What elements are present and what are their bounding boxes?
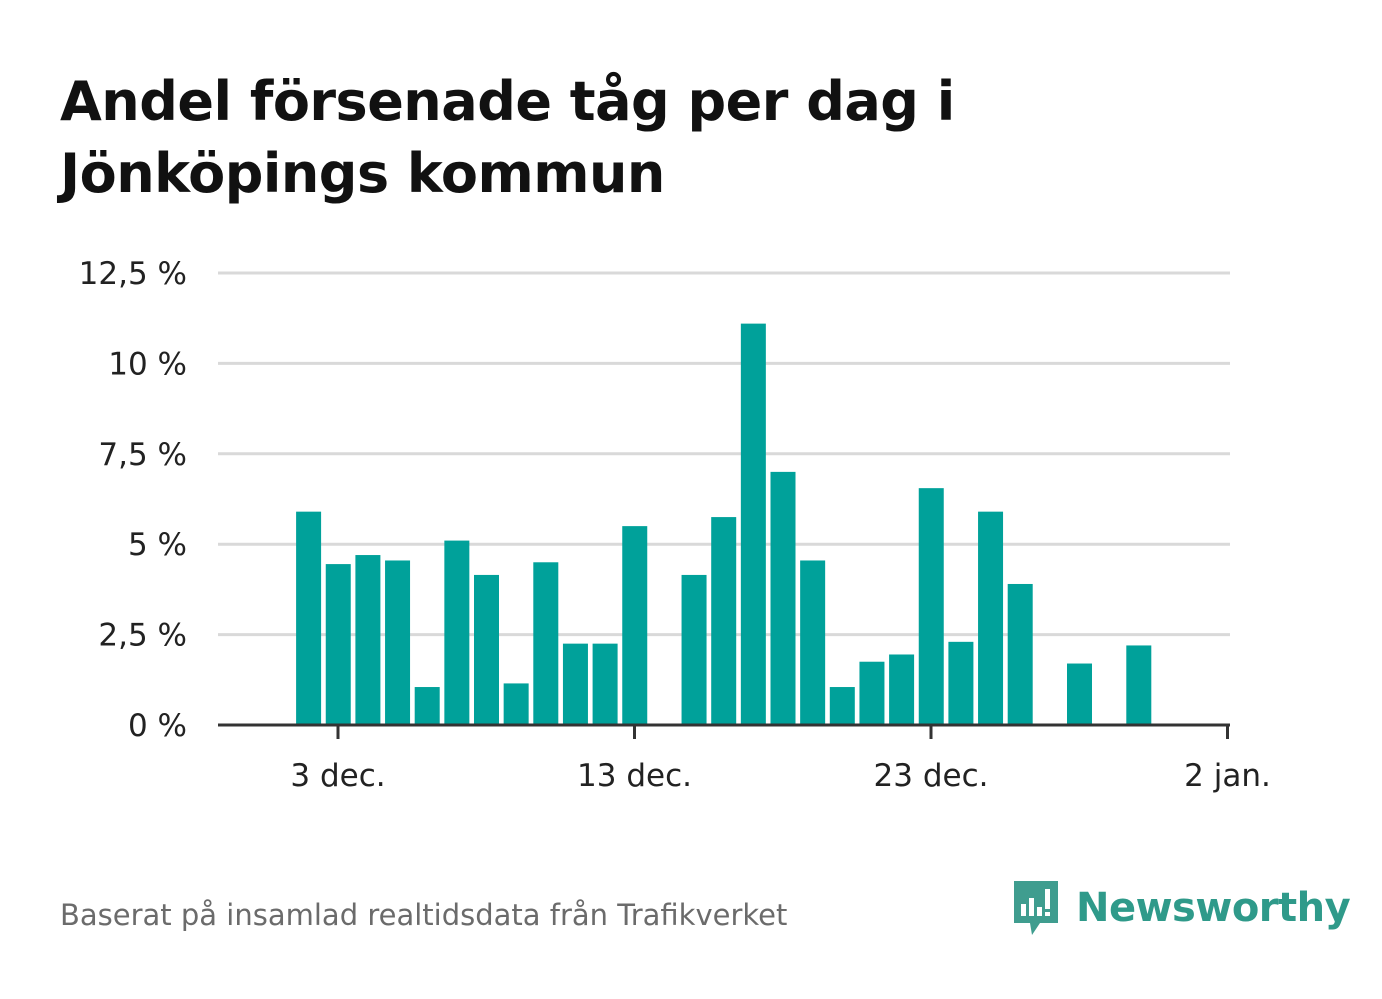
bar (533, 562, 559, 725)
y-tick-label: 12,5 % (79, 256, 187, 292)
bar (622, 526, 648, 725)
x-tick-label: 13 dec. (577, 758, 692, 794)
bar (918, 488, 944, 725)
bar (978, 511, 1004, 725)
bar (503, 683, 529, 725)
bar (1007, 583, 1033, 725)
bar (1126, 645, 1152, 725)
x-tick-label: 2 jan. (1184, 758, 1271, 794)
x-axis: 3 dec. 13 dec. 23 dec. 2 jan. (218, 723, 1271, 794)
bar (800, 560, 826, 725)
y-tick-label: 7,5 % (98, 437, 187, 473)
bars (296, 323, 1152, 725)
chart-title: Andel försenade tåg per dag i Jönköpings… (60, 70, 955, 205)
brand-name: Newsworthy (1076, 885, 1351, 931)
x-tick-label: 3 dec. (290, 758, 385, 794)
y-tick-label: 0 % (128, 708, 187, 744)
x-tick-label: 23 dec. (874, 758, 989, 794)
y-axis-ticks: 0 % 2,5 % 5 % 7,5 % 10 % 12,5 % (79, 256, 187, 744)
bar (889, 654, 915, 725)
bar (592, 643, 618, 725)
y-tick-label: 5 % (128, 527, 187, 563)
y-tick-label: 2,5 % (98, 618, 187, 654)
y-tick-label: 10 % (108, 346, 187, 382)
bar (681, 574, 707, 725)
bar (948, 641, 974, 725)
bar (711, 517, 737, 725)
bar (325, 564, 351, 725)
bar (385, 560, 411, 725)
newsworthy-logo-icon (1014, 881, 1058, 935)
bar (770, 471, 796, 725)
bar (740, 323, 766, 725)
bar (355, 555, 381, 725)
bar (829, 687, 855, 725)
bar (414, 687, 440, 725)
bar (859, 661, 885, 725)
bar (474, 574, 499, 725)
source-note: Baserat på insamlad realtidsdata från Tr… (60, 898, 788, 932)
bar (296, 511, 322, 725)
bar (444, 540, 470, 725)
brand-logo[interactable]: Newsworthy (1010, 876, 1351, 940)
bar (562, 643, 588, 725)
bar (1067, 663, 1092, 725)
